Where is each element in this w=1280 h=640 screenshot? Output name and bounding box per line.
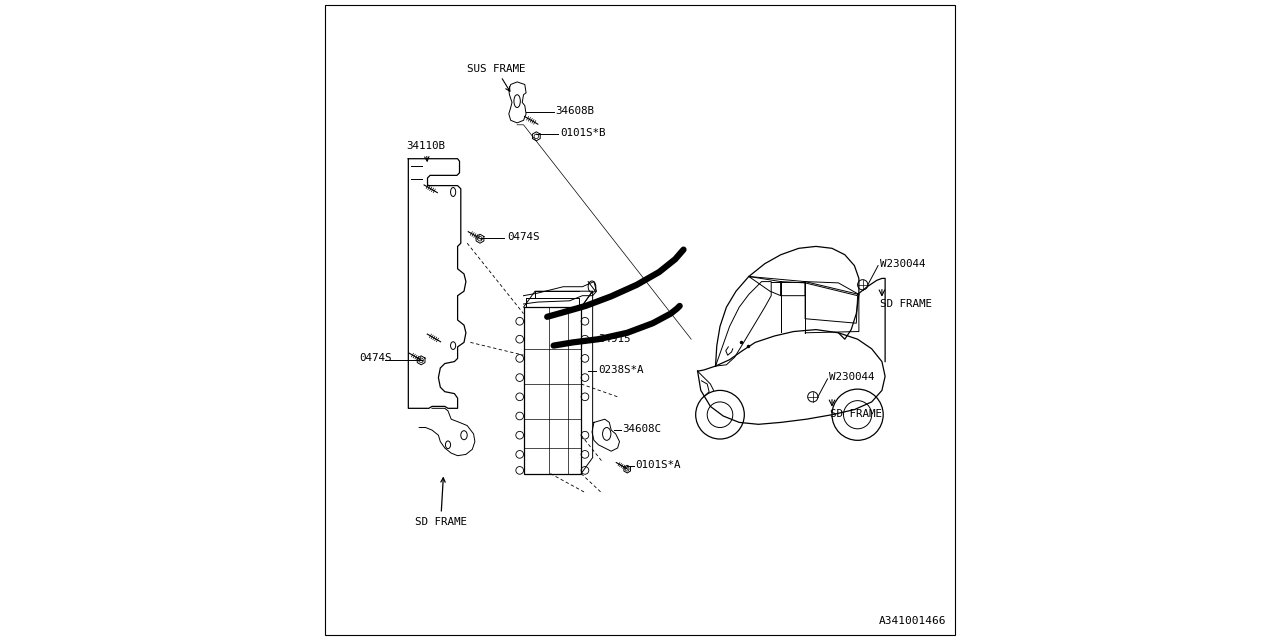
- Text: 0474S: 0474S: [507, 232, 539, 242]
- Text: W230044: W230044: [829, 372, 876, 382]
- Text: W230044: W230044: [881, 259, 925, 269]
- Text: 0238S*A: 0238S*A: [599, 365, 644, 375]
- Text: 34608C: 34608C: [623, 424, 662, 434]
- Text: SD FRAME: SD FRAME: [831, 409, 882, 419]
- Text: 0474S: 0474S: [360, 353, 392, 364]
- Text: SUS FRAME: SUS FRAME: [467, 63, 525, 92]
- Text: 34110B: 34110B: [407, 141, 445, 161]
- Text: SD FRAME: SD FRAME: [415, 478, 467, 527]
- Bar: [524, 307, 581, 474]
- Text: 0101S*B: 0101S*B: [561, 128, 605, 138]
- Text: SD FRAME: SD FRAME: [881, 299, 932, 309]
- Text: 0101S*A: 0101S*A: [635, 460, 681, 470]
- Text: 34608B: 34608B: [556, 106, 594, 116]
- Text: 34915: 34915: [599, 334, 631, 344]
- Text: A341001466: A341001466: [878, 616, 946, 626]
